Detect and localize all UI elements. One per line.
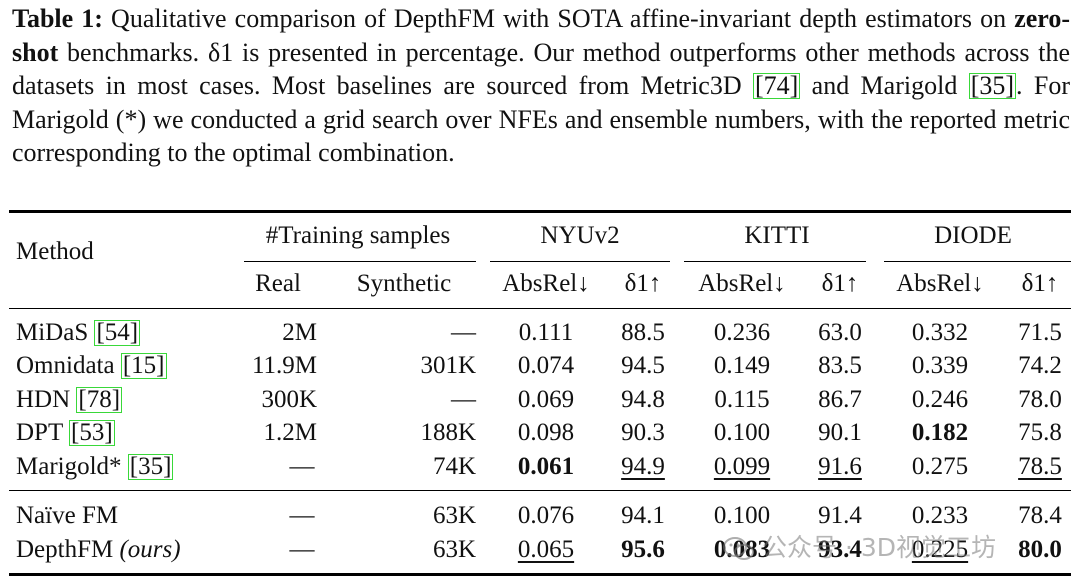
cell-real: — xyxy=(289,536,315,563)
nyu-cmidrule xyxy=(490,261,670,263)
header-kitti-delta1: δ1↑ xyxy=(821,270,859,297)
header-diode: DIODE xyxy=(934,222,1012,249)
caption-text-4: . For Marigold (*) we conducted a grid s… xyxy=(12,71,1070,167)
cell-kitti-absrel: 0.100 xyxy=(713,502,771,529)
table-caption: Table 1: Qualitative comparison of Depth… xyxy=(12,2,1070,170)
cell-kitti-delta1: 91.4 xyxy=(818,502,862,529)
cell-diode-absrel: 0.182 xyxy=(911,419,969,446)
cell-synthetic: — xyxy=(451,319,476,346)
cell-nyu-delta1: 94.1 xyxy=(621,502,665,529)
citation-link[interactable]: [15] xyxy=(120,352,167,379)
cell-diode-delta1: 80.0 xyxy=(1018,536,1062,563)
cell-diode-delta1: 78.4 xyxy=(1018,502,1062,529)
citation-link[interactable]: [78] xyxy=(76,386,123,413)
cell-kitti-absrel: 0.115 xyxy=(714,386,770,413)
header-method: Method xyxy=(16,238,94,265)
table-row-method: HDN [78] xyxy=(16,386,123,413)
header-rule xyxy=(9,308,1071,310)
cell-kitti-delta1: 91.6 xyxy=(818,453,862,480)
caption-text-3: and Marigold xyxy=(800,71,969,100)
table-row-method: Naïve FM xyxy=(16,502,119,529)
cell-real: — xyxy=(289,453,315,480)
cell-kitti-delta1: 63.0 xyxy=(818,319,862,346)
cell-synthetic: 63K xyxy=(432,536,476,563)
cell-diode-delta1: 71.5 xyxy=(1018,319,1062,346)
cell-nyu-absrel: 0.076 xyxy=(517,502,575,529)
cell-kitti-delta1: 93.4 xyxy=(818,536,862,563)
cell-diode-absrel: 0.332 xyxy=(911,319,969,346)
group-rule xyxy=(9,490,1071,492)
diode-cmidrule xyxy=(884,261,1071,263)
citation-link[interactable]: [35] xyxy=(127,453,174,480)
header-training-samples: #Training samples xyxy=(265,222,451,249)
cell-nyu-absrel: 0.111 xyxy=(518,319,574,346)
header-real: Real xyxy=(255,270,301,297)
watermark: 公众号 · 3D视觉工坊 xyxy=(722,528,996,564)
table-row-method: Omnidata [15] xyxy=(16,352,167,379)
table-row-method: DPT [53] xyxy=(16,419,115,446)
citation-link[interactable]: [53] xyxy=(69,419,115,446)
cell-synthetic: 74K xyxy=(432,453,476,480)
cell-nyu-delta1: 95.6 xyxy=(621,536,665,563)
cell-kitti-delta1: 90.1 xyxy=(818,419,862,446)
header-kitti-absrel: AbsRel↓ xyxy=(698,270,786,297)
cell-kitti-absrel: 0.100 xyxy=(713,419,771,446)
citation-link[interactable]: [35] xyxy=(968,71,1017,100)
header-synthetic: Synthetic xyxy=(356,270,452,297)
table-top-rule xyxy=(9,210,1071,213)
cell-nyu-absrel: 0.098 xyxy=(517,419,575,446)
cell-synthetic: — xyxy=(451,386,476,413)
cell-diode-absrel: 0.275 xyxy=(911,453,969,480)
cell-diode-delta1: 74.2 xyxy=(1018,352,1062,379)
citation-link[interactable]: [54] xyxy=(94,319,141,346)
cell-real: 300K xyxy=(261,386,317,413)
kitti-cmidrule xyxy=(684,261,866,263)
cell-synthetic: 188K xyxy=(420,419,476,446)
table-row-method: MiDaS [54] xyxy=(16,319,141,346)
cell-nyu-delta1: 94.5 xyxy=(621,352,665,379)
table-bottom-rule xyxy=(9,573,1071,576)
cell-nyu-delta1: 94.8 xyxy=(621,386,665,413)
cell-nyu-absrel: 0.065 xyxy=(517,536,575,563)
cell-synthetic: 63K xyxy=(432,502,476,529)
cell-diode-absrel: 0.233 xyxy=(911,502,969,529)
cell-diode-delta1: 75.8 xyxy=(1018,419,1062,446)
cell-kitti-absrel: 0.149 xyxy=(713,352,771,379)
header-diode-delta1: δ1↑ xyxy=(1021,270,1059,297)
cell-kitti-delta1: 86.7 xyxy=(818,386,862,413)
cell-real: 11.9M xyxy=(251,352,317,379)
cell-real: 2M xyxy=(282,319,317,346)
header-nyu-absrel: AbsRel↓ xyxy=(502,270,590,297)
header-nyu-delta1: δ1↑ xyxy=(624,270,662,297)
cell-diode-delta1: 78.5 xyxy=(1018,453,1062,480)
cell-nyu-absrel: 0.069 xyxy=(517,386,575,413)
cell-diode-absrel: 0.246 xyxy=(911,386,969,413)
table-row-method: DepthFM (ours) xyxy=(16,536,181,563)
caption-text-1: Qualitative comparison of DepthFM with S… xyxy=(102,4,1015,33)
cell-diode-absrel: 0.225 xyxy=(911,536,969,563)
cell-nyu-delta1: 90.3 xyxy=(621,419,665,446)
cell-diode-delta1: 78.0 xyxy=(1018,386,1062,413)
training-cmidrule xyxy=(244,261,476,263)
cell-nyu-delta1: 94.9 xyxy=(621,453,665,480)
citation-link[interactable]: [74] xyxy=(752,71,801,100)
caption-bold-term: zero-shot xyxy=(12,4,1071,67)
header-diode-absrel: AbsRel↓ xyxy=(896,270,984,297)
cell-kitti-absrel: 0.099 xyxy=(713,453,771,480)
wechat-icon xyxy=(722,535,756,563)
cell-real: 1.2M xyxy=(263,419,317,446)
header-kitti: KITTI xyxy=(744,222,810,249)
cell-nyu-delta1: 88.5 xyxy=(621,319,665,346)
table-row-method: Marigold* [35] xyxy=(16,453,174,480)
header-nyuv2: NYUv2 xyxy=(540,222,620,249)
caption-label: Table 1: xyxy=(12,4,103,33)
cell-kitti-absrel: 0.236 xyxy=(713,319,771,346)
caption-text-2: benchmarks. δ1 is presented in percentag… xyxy=(12,37,1070,101)
cell-nyu-absrel: 0.061 xyxy=(517,453,575,480)
cell-kitti-delta1: 83.5 xyxy=(818,352,862,379)
cell-synthetic: 301K xyxy=(420,352,476,379)
cell-diode-absrel: 0.339 xyxy=(911,352,969,379)
cell-real: — xyxy=(289,502,315,529)
cell-nyu-absrel: 0.074 xyxy=(517,352,575,379)
